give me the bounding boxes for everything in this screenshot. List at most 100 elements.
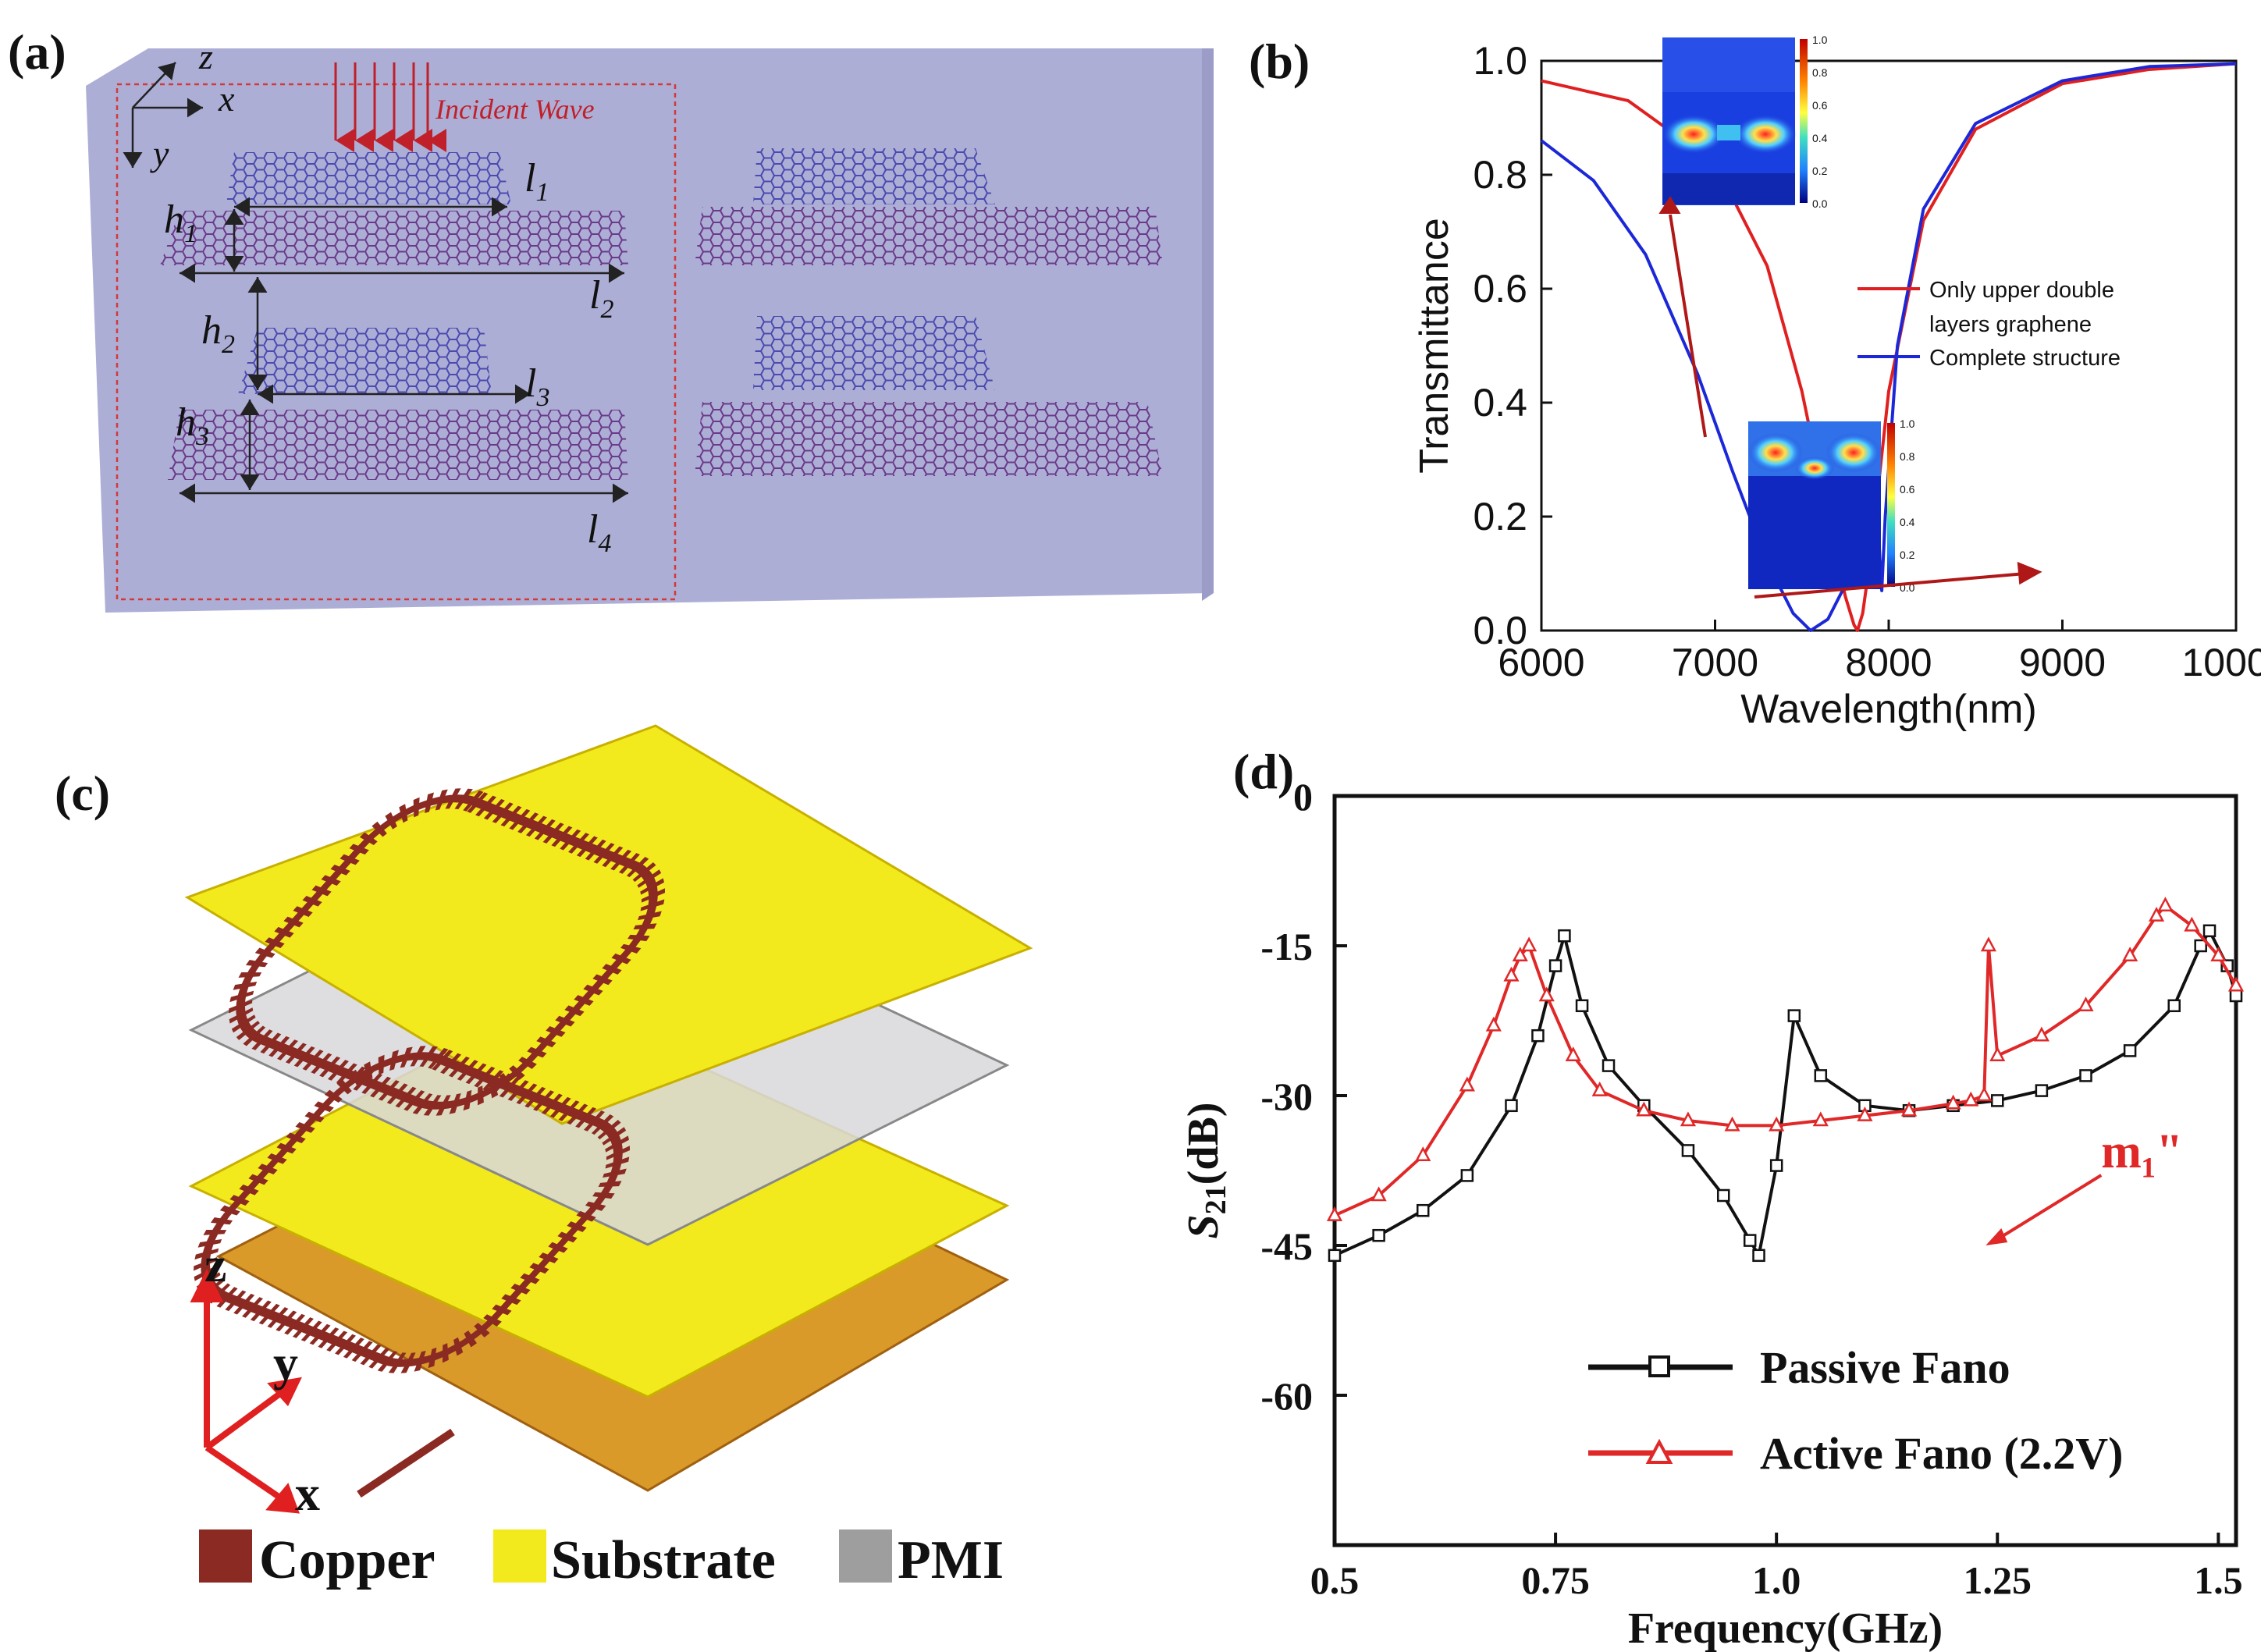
d-point-active-fano: [1565, 1046, 1581, 1062]
d-point-passive-fano: [1416, 1203, 1430, 1217]
b-x-tick-label: 8000: [1845, 641, 1932, 684]
legend-pmi-swatch: [839, 1529, 892, 1583]
d-point-active-fano: [1591, 1081, 1608, 1096]
panel-b-label: (b): [1249, 34, 1310, 89]
dimension-labels: l1 l2 l3 l4 h1 h2 h3: [164, 156, 613, 558]
colorbar-tick-label: 1.0: [1900, 417, 1915, 430]
d-point-active-fano: [2210, 947, 2227, 962]
d-point-active-fano: [1485, 1016, 1502, 1032]
d-point-active-fano: [1512, 947, 1528, 962]
b-y-axis-label: Transmittance: [1412, 218, 1457, 474]
b-x-tick-label: 9000: [2019, 641, 2106, 684]
panel-c-schematic: z y x Copper Substrate PMI: [184, 724, 1033, 1590]
colorbar-tick-label: 1.0: [1812, 34, 1828, 46]
b-inset-bottom: 1.00.80.60.40.20.0: [1748, 417, 1915, 594]
d-point-passive-fano: [1531, 1029, 1545, 1043]
d-point-active-fano: [1370, 1186, 1387, 1202]
axis-x-label: x: [218, 79, 235, 119]
colorbar-tick-label: 0.6: [1812, 99, 1828, 112]
d-point-passive-fano: [1372, 1228, 1385, 1242]
panel-a-schematic: z x y Incident Wave: [86, 37, 1214, 613]
c-axis-x-label: x: [295, 1465, 320, 1521]
d-annotation-m1: m₁": [2101, 1125, 2183, 1178]
legend-substrate-label: Substrate: [551, 1530, 776, 1590]
d-x-tick-label: 0.5: [1310, 1558, 1360, 1602]
unit-cell-outline: [116, 83, 677, 601]
b-y-tick-label: 0.2: [1473, 495, 1527, 538]
legend-substrate-swatch: [493, 1529, 546, 1583]
d-point-active-fano: [2227, 976, 2245, 992]
d-point-active-fano: [1538, 986, 1555, 1002]
d-point-active-fano: [1989, 1046, 2006, 1062]
d-annotation-arrowhead: [1985, 1228, 2008, 1245]
panel-c: (c) z y x Copper Subst: [0, 724, 1132, 1652]
d-point-passive-fano: [1460, 1169, 1474, 1182]
b-inset-top: 1.0 0.8 0.6 0.4 0.2 0.0: [1662, 34, 1828, 210]
colorbar-tick-label: 0.2: [1812, 165, 1828, 177]
d-point-active-fano: [1769, 1116, 1785, 1132]
d-point-active-fano: [1963, 1091, 1979, 1107]
d-point-active-fano: [2149, 906, 2165, 922]
b-pointer-arrows: [1658, 196, 2042, 599]
upper-substrate: [184, 724, 1033, 1125]
substrate-box: [86, 48, 1214, 613]
panel-c-label: (c): [55, 766, 111, 821]
b-series-line-upper-double-layers: [1541, 62, 2237, 632]
colorbar-tick-label: 0.4: [1812, 132, 1828, 144]
b-legend-red-line2: layers graphene: [1929, 312, 2092, 337]
d-point-active-fano: [1636, 1101, 1652, 1117]
colorbar-tick-label: 0.4: [1900, 516, 1915, 528]
colorbar-tick-label: 0.0: [1812, 197, 1828, 210]
chart-d: 0.5 0.75 1.0 1.25 1.5 0 -15 -30 -45 -60 Frequency…: [1179, 775, 2245, 1652]
axis-z-label: z: [198, 37, 213, 76]
svg-text:l4: l4: [587, 507, 611, 558]
svg-text:h1: h1: [164, 197, 197, 248]
d-point-passive-fano: [2035, 1084, 2049, 1097]
colorbar-tick-label: 0.6: [1900, 483, 1915, 496]
svg-text:l1: l1: [524, 156, 549, 207]
d-legend-active: Active Fano (2.2V): [1760, 1428, 2124, 1479]
d-point-passive-fano: [2202, 924, 2217, 938]
d-y-tick-label: -30: [1260, 1075, 1313, 1118]
d-point-active-fano: [1900, 1101, 1918, 1117]
b-y-tick-label: 0.8: [1473, 153, 1527, 197]
panel-d-label: (d): [1233, 744, 1295, 799]
d-x-tick-label: 1.0: [1752, 1558, 1801, 1602]
d-point-active-fano: [1326, 1206, 1343, 1221]
d-point-active-fano: [1945, 1094, 1961, 1110]
b-legend-red-line1: Only upper double: [1929, 278, 2114, 303]
b-legend-blue: Complete structure: [1929, 346, 2121, 371]
incident-wave-arrows: [334, 62, 446, 152]
d-x-tick-label: 0.75: [1521, 1558, 1590, 1602]
b-y-tick-label: 0.0: [1473, 609, 1527, 652]
b-y-tick-label: 1.0: [1473, 39, 1527, 83]
b-y-tick-label: 0.6: [1473, 267, 1527, 311]
d-point-active-fano: [1415, 1146, 1431, 1162]
d-point-active-fano: [2078, 997, 2094, 1012]
svg-text:l2: l2: [589, 273, 613, 324]
svg-text:l3: l3: [525, 361, 549, 412]
d-point-passive-fano: [1505, 1099, 1518, 1113]
panel-d: (d) 0.5 0.75 1.0 1.25 1.5 0 -15 -30 -45 -60 Frequ…: [1171, 726, 2261, 1652]
d-point-active-fano: [1980, 936, 1997, 952]
b-x-tick-label: 7000: [1672, 641, 1758, 684]
d-point-active-fano: [2157, 897, 2174, 912]
feed-line: [357, 1428, 455, 1498]
legend-pmi-label: PMI: [898, 1530, 1004, 1590]
legend-copper-label: Copper: [259, 1530, 435, 1590]
d-point-active-fano: [1521, 936, 1538, 952]
d-plot-frame: [1332, 794, 2238, 1547]
d-point-passive-fano: [1752, 1249, 1765, 1263]
c-material-legend: Copper Substrate PMI: [199, 1529, 1004, 1590]
d-point-passive-fano: [1743, 1234, 1757, 1247]
d-y-tick-label: -15: [1260, 925, 1313, 968]
d-point-passive-fano: [1548, 959, 1562, 972]
d-point-active-fano: [2122, 947, 2138, 962]
d-series-line-passive-fano: [1334, 929, 2238, 1257]
d-point-passive-fano: [2123, 1044, 2137, 1057]
d-x-tick-label: 1.5: [2194, 1558, 2243, 1602]
d-point-passive-fano: [2167, 999, 2181, 1013]
d-point-passive-fano: [1602, 1059, 1616, 1072]
